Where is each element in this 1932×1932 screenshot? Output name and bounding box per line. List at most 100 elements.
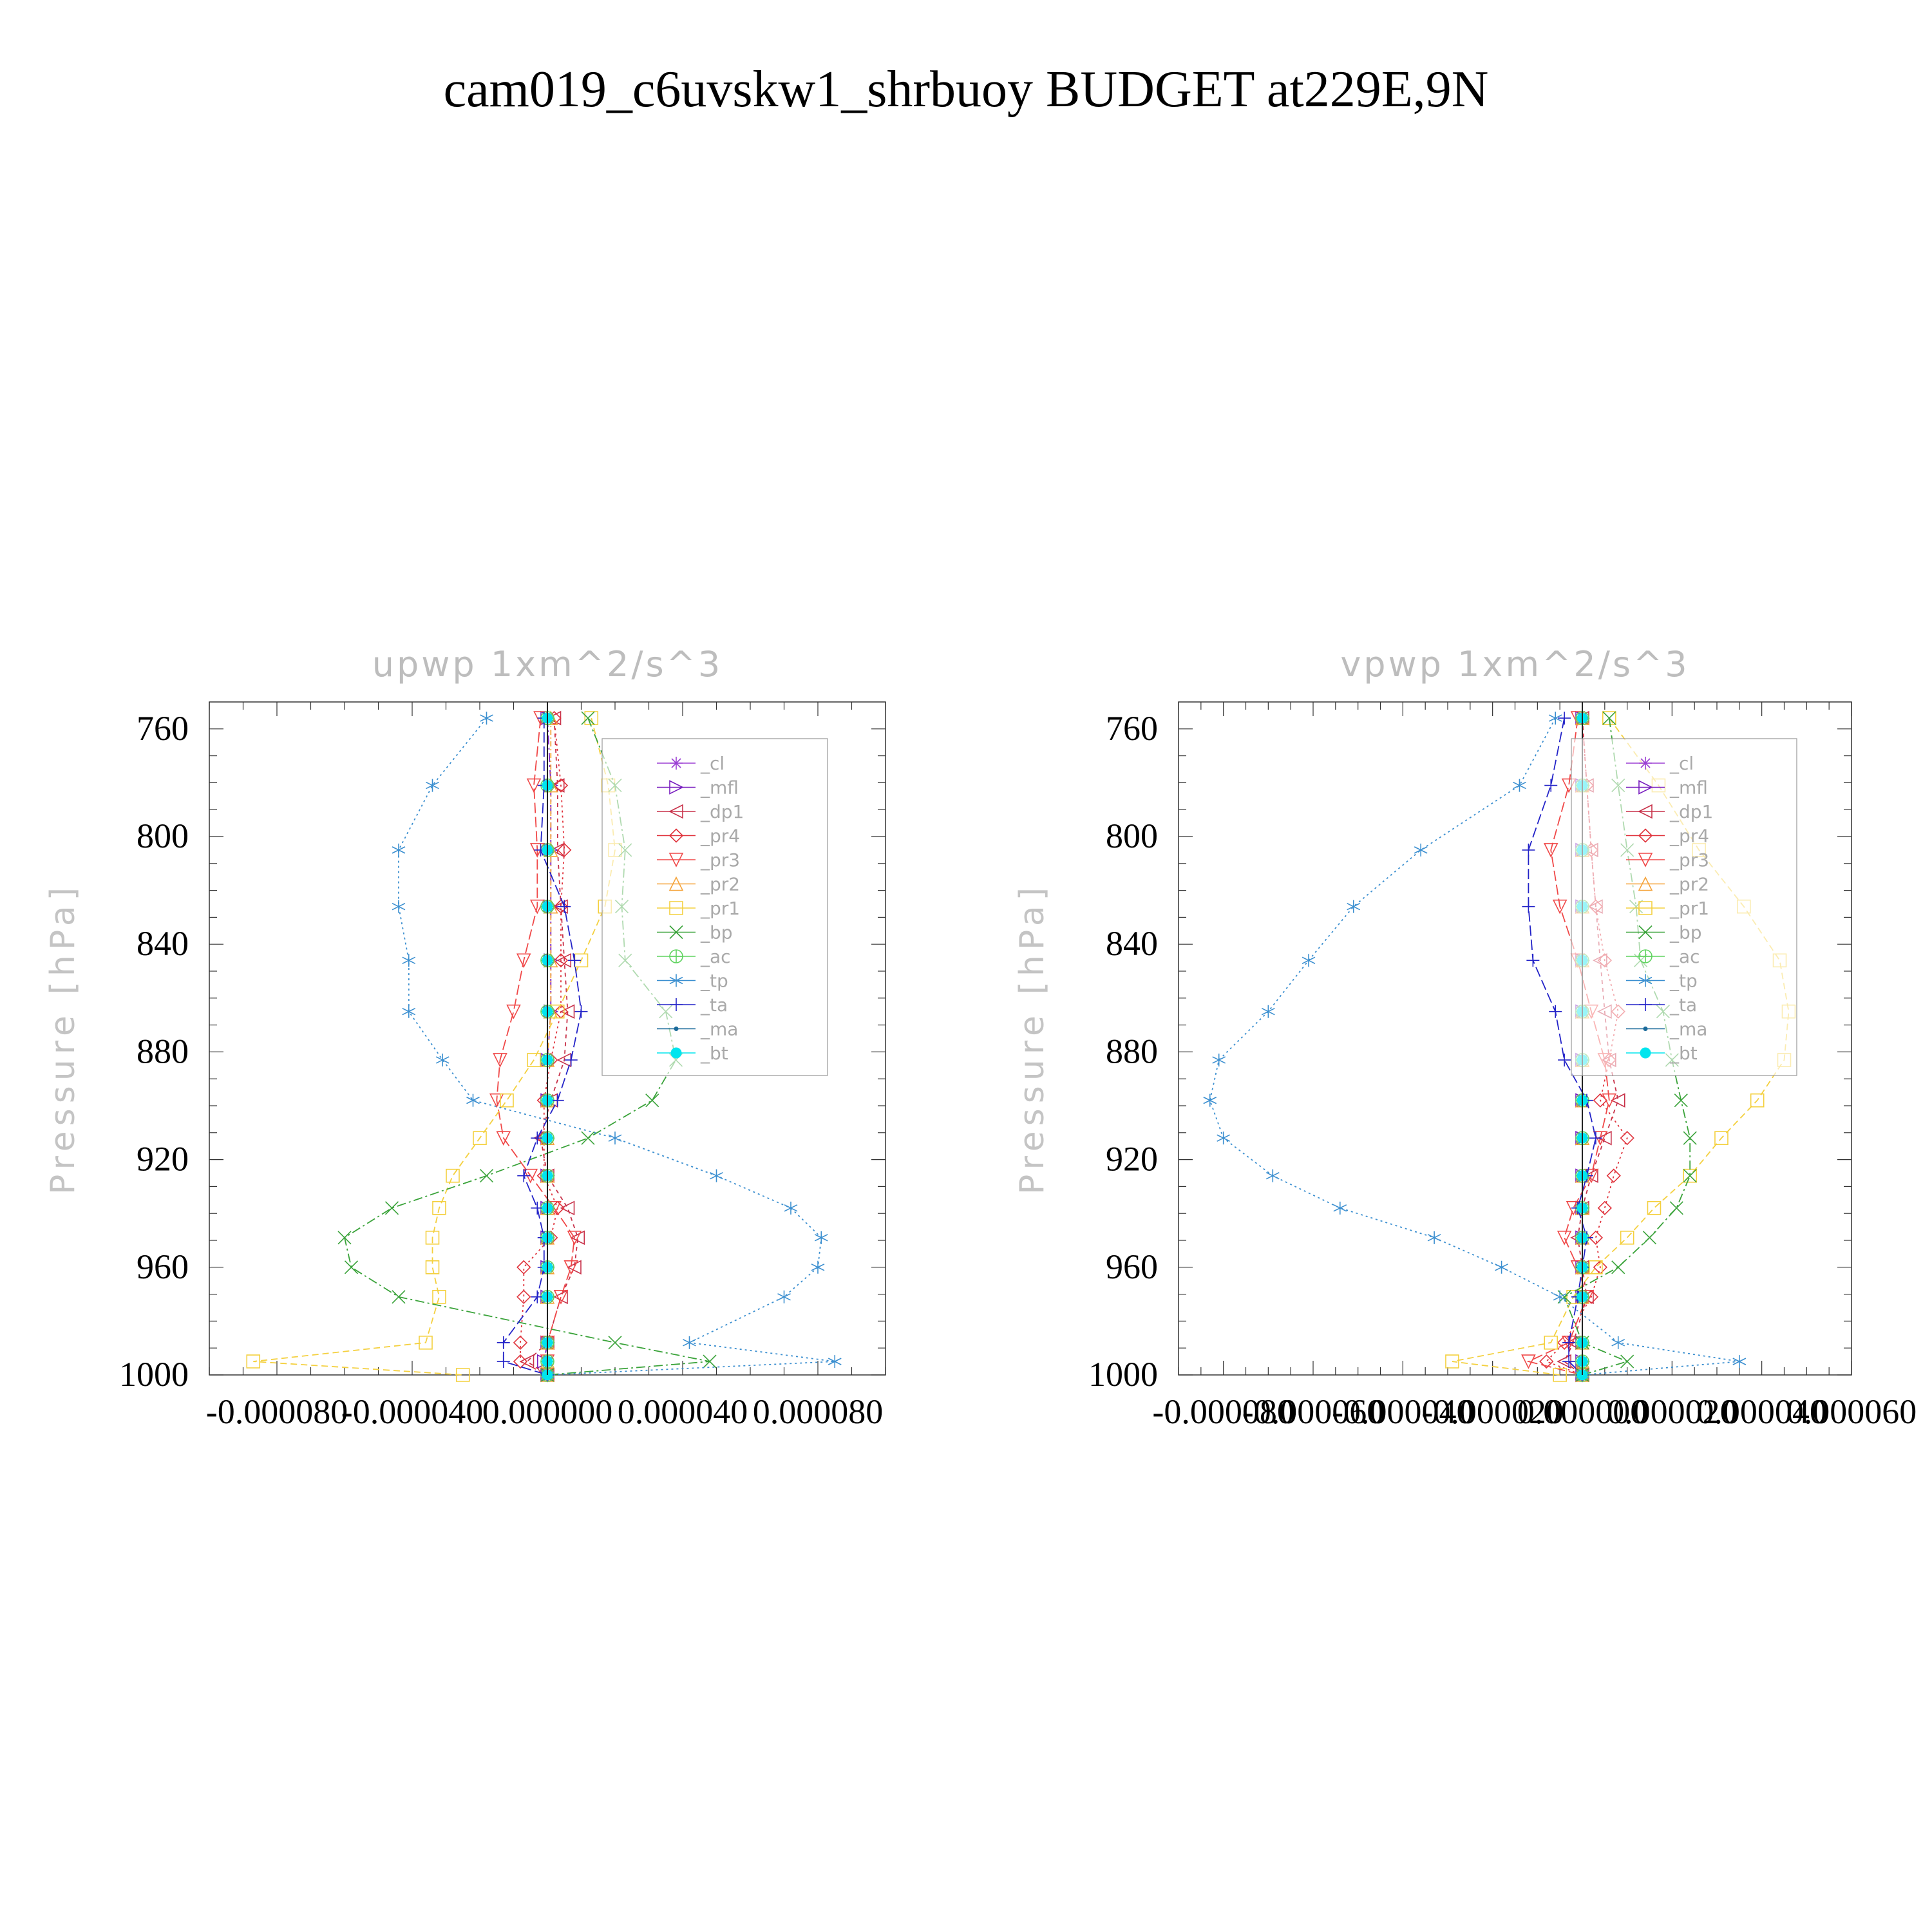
data-point <box>1558 1053 1571 1066</box>
data-point <box>645 1094 659 1108</box>
data-point <box>1611 1336 1625 1349</box>
data-point <box>1548 712 1562 725</box>
data-point <box>1606 1168 1621 1183</box>
x-tick-label: 0.000040 <box>618 1392 748 1431</box>
data-point <box>432 1289 446 1304</box>
data-point <box>419 1336 433 1350</box>
data-point <box>526 778 542 793</box>
data-point <box>1302 954 1316 967</box>
data-point <box>1445 1354 1459 1368</box>
data-point <box>497 1336 510 1349</box>
data-point <box>1669 1201 1683 1215</box>
legend-label: _tp <box>1669 971 1698 992</box>
legend-marker <box>668 876 684 891</box>
legend-marker <box>1638 780 1653 795</box>
data-point <box>1683 1169 1697 1183</box>
series-line <box>1545 718 1628 1376</box>
series-tp <box>392 712 842 1381</box>
y-tick-label: 760 <box>1106 709 1158 748</box>
legend-marker <box>1638 901 1653 915</box>
series-tp <box>1203 712 1747 1381</box>
data-point <box>553 778 569 793</box>
data-point <box>1261 1005 1275 1018</box>
legend-marker <box>668 828 684 843</box>
legend-label: _pr2 <box>700 874 740 895</box>
y-tick-label: 800 <box>1106 817 1158 855</box>
figure-title: cam019_c6uvskw1_shrbuoy BUDGET at229E,9N <box>444 61 1489 118</box>
legend-marker <box>1638 949 1653 963</box>
data-point <box>567 1260 582 1275</box>
data-point <box>1589 1132 1602 1145</box>
panel-title: upwp 1xm^2/s^3 <box>372 644 723 685</box>
legend-label: _ac <box>1669 946 1700 967</box>
data-point <box>1597 1200 1612 1215</box>
data-point <box>1521 1354 1536 1369</box>
legend-label: _ma <box>1669 1019 1707 1040</box>
data-point <box>777 1290 791 1303</box>
data-point <box>1562 1355 1576 1368</box>
data-point <box>1620 1131 1634 1146</box>
legend-marker <box>669 901 683 915</box>
data-point <box>1647 1201 1662 1215</box>
data-point <box>1212 1053 1226 1066</box>
data-point <box>560 1004 575 1019</box>
data-point <box>455 1368 470 1382</box>
data-point <box>683 1336 696 1349</box>
data-point <box>1539 1354 1554 1369</box>
legend-marker <box>674 1027 679 1031</box>
legend-marker <box>669 925 683 940</box>
legend-marker <box>668 804 683 819</box>
data-point <box>480 712 493 725</box>
legend-marker <box>1638 804 1653 819</box>
legend-marker <box>1638 925 1653 940</box>
data-point <box>246 1354 261 1368</box>
data-point <box>1347 900 1361 913</box>
data-point <box>1427 1231 1441 1244</box>
data-point <box>1265 1169 1280 1182</box>
legend-label: _dp1 <box>700 801 744 822</box>
legend-box <box>601 738 828 1076</box>
legend-label: _mfl <box>700 777 739 799</box>
data-point <box>517 1169 531 1182</box>
data-point <box>1414 843 1428 857</box>
data-point <box>553 1289 569 1305</box>
panel-title: vpwp 1xm^2/s^3 <box>1340 644 1689 685</box>
legend-marker <box>669 780 684 795</box>
data-point <box>392 1290 406 1304</box>
legend-marker <box>1638 876 1653 891</box>
data-point <box>608 1336 622 1350</box>
data-point <box>1217 1132 1231 1145</box>
data-point <box>473 1131 487 1145</box>
legend-label: _bp <box>700 922 733 943</box>
data-point <box>1714 1131 1728 1145</box>
legend-label: _ta <box>700 994 728 1016</box>
x-tick-label: 0.000020 <box>1607 1392 1738 1431</box>
data-point <box>1543 843 1558 858</box>
legend-label: _tp <box>700 971 728 992</box>
data-point <box>497 1355 510 1368</box>
data-point <box>553 1289 568 1305</box>
legend-label: _ta <box>1669 994 1697 1016</box>
data-point <box>1549 1005 1562 1018</box>
legend-marker <box>670 998 683 1011</box>
legend-box <box>1571 738 1797 1076</box>
data-point <box>402 1005 416 1018</box>
y-tick-label: 960 <box>137 1247 189 1286</box>
series-line <box>1528 717 1596 1376</box>
data-point <box>1732 1355 1747 1368</box>
data-point <box>1620 1231 1634 1245</box>
data-point <box>392 900 406 913</box>
data-point <box>392 843 406 857</box>
data-point <box>1203 1094 1217 1107</box>
y-tick-label: 1000 <box>119 1355 189 1394</box>
y-tick-label: 800 <box>137 817 189 855</box>
y-tick-label: 1000 <box>1088 1355 1158 1394</box>
data-point <box>1544 1336 1558 1350</box>
legend-marker <box>669 949 683 963</box>
data-point <box>344 1260 359 1274</box>
data-point <box>1589 1260 1603 1274</box>
data-point <box>513 1354 528 1369</box>
y-axis-label: Pressure [hPa] <box>44 882 82 1195</box>
chart-panel-2: vpwp 1xm^2/s^3 Pressure [hPa] 760 800 840 880… <box>1013 644 1917 1431</box>
data-point <box>558 900 571 913</box>
